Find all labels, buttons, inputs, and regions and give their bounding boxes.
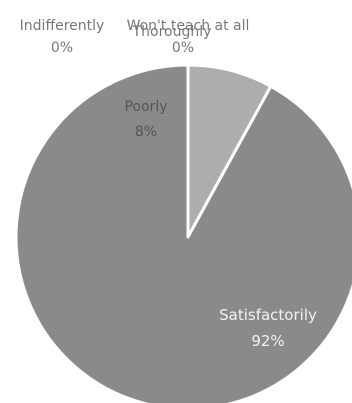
pie-labels: Indifferently 0% Won't teach at all Thor… — [20, 18, 317, 350]
pie-slices — [14, 63, 352, 403]
slice-value-thoroughly: 0% — [172, 40, 194, 56]
slice-label-indifferently: Indifferently — [20, 18, 105, 34]
slice-value-satisfactorily: 92% — [251, 332, 284, 350]
pie-slice-satisfactorily — [14, 63, 352, 403]
slice-value-indifferently: 0% — [51, 40, 73, 56]
slice-label-wont-teach: Won't teach at all — [127, 18, 250, 34]
slice-label-poorly: Poorly — [124, 99, 167, 115]
slice-label-thoroughly: Thoroughly — [132, 24, 212, 40]
slice-label-satisfactorily: Satisfactorily — [219, 306, 317, 324]
slice-value-poorly: 8% — [135, 124, 157, 140]
